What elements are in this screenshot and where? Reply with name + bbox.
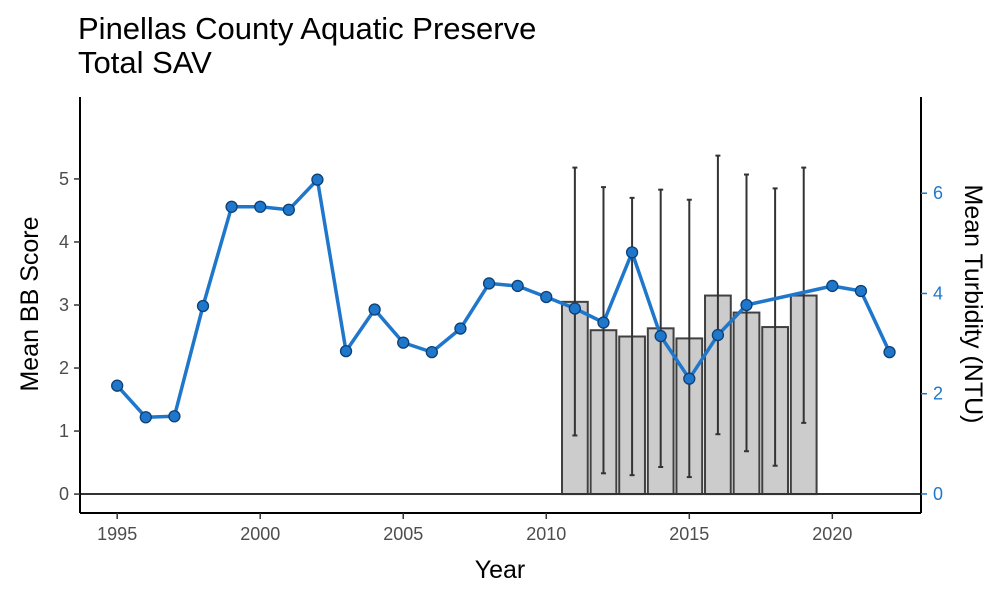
y-tick-label: 0 bbox=[59, 484, 69, 504]
y-tick-label: 5 bbox=[59, 169, 69, 189]
turbidity-point bbox=[540, 290, 553, 304]
turbidity-point bbox=[568, 302, 582, 315]
turbidity-point bbox=[368, 303, 381, 316]
y-tick-label: 4 bbox=[59, 232, 69, 252]
turbidity-point bbox=[711, 328, 725, 342]
y-axis-label: Mean BB Score bbox=[16, 216, 44, 391]
turbidity-point bbox=[196, 299, 210, 313]
turbidity-point bbox=[254, 200, 267, 213]
x-tick-label: 2005 bbox=[383, 524, 423, 544]
turbidity-point bbox=[625, 246, 639, 259]
chart-title: Pinellas County Aquatic Preserve bbox=[78, 11, 537, 46]
turbidity-point bbox=[425, 345, 438, 359]
turbidity-point bbox=[111, 379, 124, 392]
y-tick-label: 1 bbox=[59, 421, 69, 441]
axes-layer: 1995 2000 2005 2010 2015 2020 0 1 2 3 4 5 0 2 4 6 bbox=[59, 97, 943, 544]
turbidity-point bbox=[854, 284, 868, 298]
x-tick-label: 2015 bbox=[669, 524, 709, 544]
turbidity-point bbox=[883, 345, 896, 359]
turbidity-point bbox=[826, 279, 839, 293]
chart-subtitle: Total SAV bbox=[78, 45, 212, 80]
x-tick-label: 2020 bbox=[812, 524, 852, 544]
y-tick-label: 2 bbox=[59, 358, 69, 378]
x-tick-label: 2000 bbox=[240, 524, 280, 544]
turbidity-point bbox=[597, 316, 610, 329]
y2-tick-label: 0 bbox=[933, 484, 943, 504]
turbidity-point bbox=[168, 410, 181, 423]
y2-axis-label: Mean Turbidity (NTU) bbox=[959, 185, 987, 424]
turbidity-point bbox=[482, 277, 496, 290]
error-bars-layer bbox=[572, 154, 807, 479]
turbidity-point bbox=[339, 344, 353, 358]
y2-tick-label: 2 bbox=[933, 384, 943, 404]
turbidity-line-layer bbox=[111, 173, 896, 424]
x-tick-label: 1995 bbox=[97, 524, 137, 544]
x-tick-label: 2010 bbox=[526, 524, 566, 544]
turbidity-point bbox=[654, 329, 667, 343]
y-tick-label: 3 bbox=[59, 295, 69, 315]
turbidity-point bbox=[683, 372, 696, 385]
turbidity-point bbox=[139, 411, 152, 424]
turbidity-point bbox=[511, 279, 524, 293]
turbidity-point bbox=[740, 298, 753, 312]
turbidity-point bbox=[225, 200, 238, 213]
turbidity-point bbox=[311, 173, 324, 186]
y2-tick-label: 6 bbox=[933, 183, 943, 203]
turbidity-point bbox=[454, 322, 467, 335]
y2-tick-label: 4 bbox=[933, 283, 943, 303]
x-axis-label: Year bbox=[475, 556, 526, 584]
turbidity-point bbox=[397, 336, 410, 349]
turbidity-point bbox=[282, 203, 295, 216]
